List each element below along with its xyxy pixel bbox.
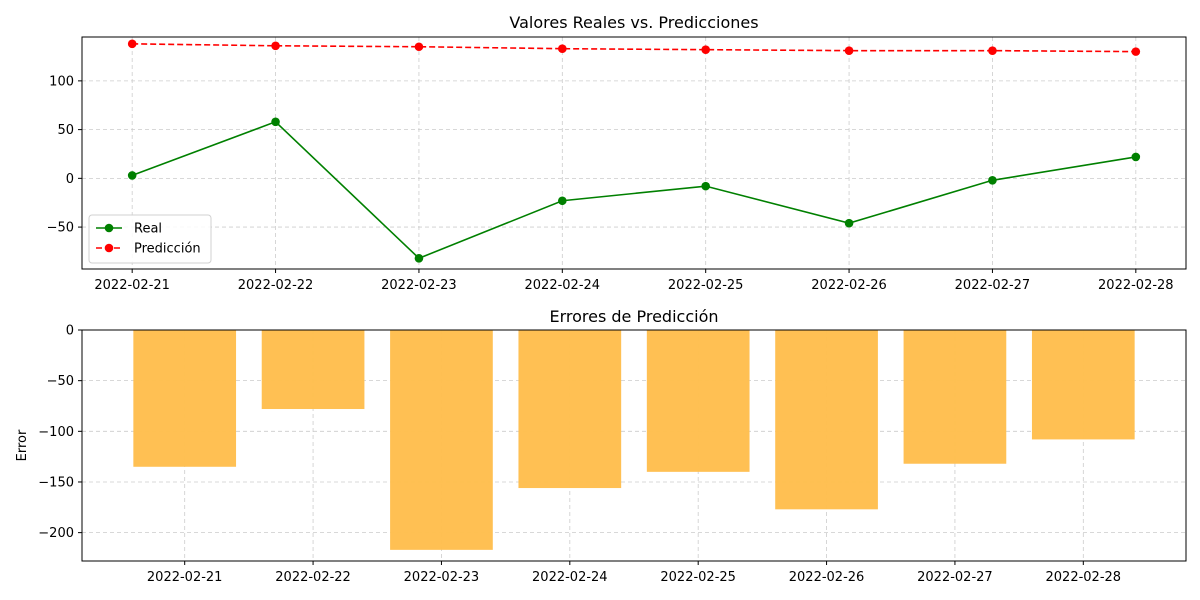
legend-box bbox=[88, 214, 212, 264]
bar bbox=[646, 330, 750, 472]
chart-title: Errores de Predicción bbox=[549, 307, 718, 326]
x-tick-label: 2022-02-21 bbox=[94, 278, 170, 293]
bar bbox=[133, 330, 237, 467]
data-point bbox=[701, 45, 710, 54]
bar bbox=[518, 330, 622, 489]
y-tick-label: −50 bbox=[47, 221, 74, 236]
data-point bbox=[988, 175, 997, 185]
legend-entry: Predicción bbox=[134, 242, 201, 257]
legend-marker bbox=[104, 223, 114, 233]
legend: Real Predicción bbox=[88, 214, 212, 264]
data-point bbox=[701, 181, 710, 191]
top-line-chart: 2022-02-21 2022-02-22 2022-02-23 2022-02-24… bbox=[47, 13, 1187, 293]
x-tick-label: 2022-02-25 bbox=[668, 278, 744, 293]
data-point bbox=[271, 41, 280, 51]
x-tick-label: 2022-02-22 bbox=[275, 570, 351, 585]
x-tick-label: 2022-02-28 bbox=[1046, 570, 1122, 585]
x-tick-label: 2022-02-28 bbox=[1098, 278, 1174, 293]
series-line-prediccion bbox=[132, 43, 1136, 53]
x-tick-label: 2022-02-24 bbox=[532, 570, 608, 585]
x-tick-label: 2022-02-27 bbox=[917, 570, 993, 585]
data-point bbox=[1131, 47, 1141, 56]
data-point bbox=[558, 196, 567, 206]
x-tick-label: 2022-02-21 bbox=[147, 570, 223, 585]
data-point bbox=[127, 171, 137, 180]
x-tick-label: 2022-02-26 bbox=[789, 570, 865, 585]
plot-frame bbox=[81, 36, 1187, 270]
x-tick-label: 2022-02-22 bbox=[238, 278, 314, 293]
data-point bbox=[844, 218, 854, 228]
x-tick-label: 2022-02-26 bbox=[811, 278, 887, 293]
y-tick-label: −200 bbox=[38, 526, 74, 541]
x-tick-label: 2022-02-27 bbox=[955, 278, 1031, 293]
legend-marker bbox=[104, 243, 114, 253]
y-tick-label: 100 bbox=[49, 74, 74, 89]
series-line-real bbox=[131, 120, 1136, 260]
data-point bbox=[127, 39, 137, 49]
bar bbox=[1031, 330, 1135, 440]
data-point bbox=[988, 46, 997, 55]
chart-title: Valores Reales vs. Predicciones bbox=[509, 13, 758, 32]
bar bbox=[775, 330, 878, 510]
data-point bbox=[271, 117, 280, 127]
data-point bbox=[1131, 152, 1141, 162]
y-tick-label: 0 bbox=[66, 324, 74, 339]
y-tick-label: 0 bbox=[66, 172, 74, 187]
y-tick-label: −50 bbox=[47, 374, 74, 389]
bar bbox=[903, 330, 1007, 464]
legend-entry: Real bbox=[134, 222, 162, 237]
data-point bbox=[414, 42, 424, 52]
y-tick-label: −100 bbox=[38, 425, 74, 440]
data-point bbox=[414, 253, 424, 263]
x-tick-label: 2022-02-25 bbox=[660, 570, 736, 585]
y-tick-label: −150 bbox=[38, 475, 74, 490]
x-tick-label: 2022-02-24 bbox=[525, 278, 601, 293]
y-tick-label: 50 bbox=[57, 123, 74, 138]
bar bbox=[261, 330, 365, 410]
bottom-bar-chart: 2022-02-21 2022-02-22 2022-02-23 2022-02-24… bbox=[15, 307, 1187, 585]
data-point bbox=[558, 44, 567, 53]
plot-frame bbox=[81, 329, 1187, 562]
x-tick-label: 2022-02-23 bbox=[381, 278, 457, 293]
x-tick-label: 2022-02-23 bbox=[404, 570, 480, 585]
data-point bbox=[844, 46, 854, 55]
bar bbox=[390, 330, 493, 550]
y-axis-label: Error bbox=[15, 429, 30, 461]
